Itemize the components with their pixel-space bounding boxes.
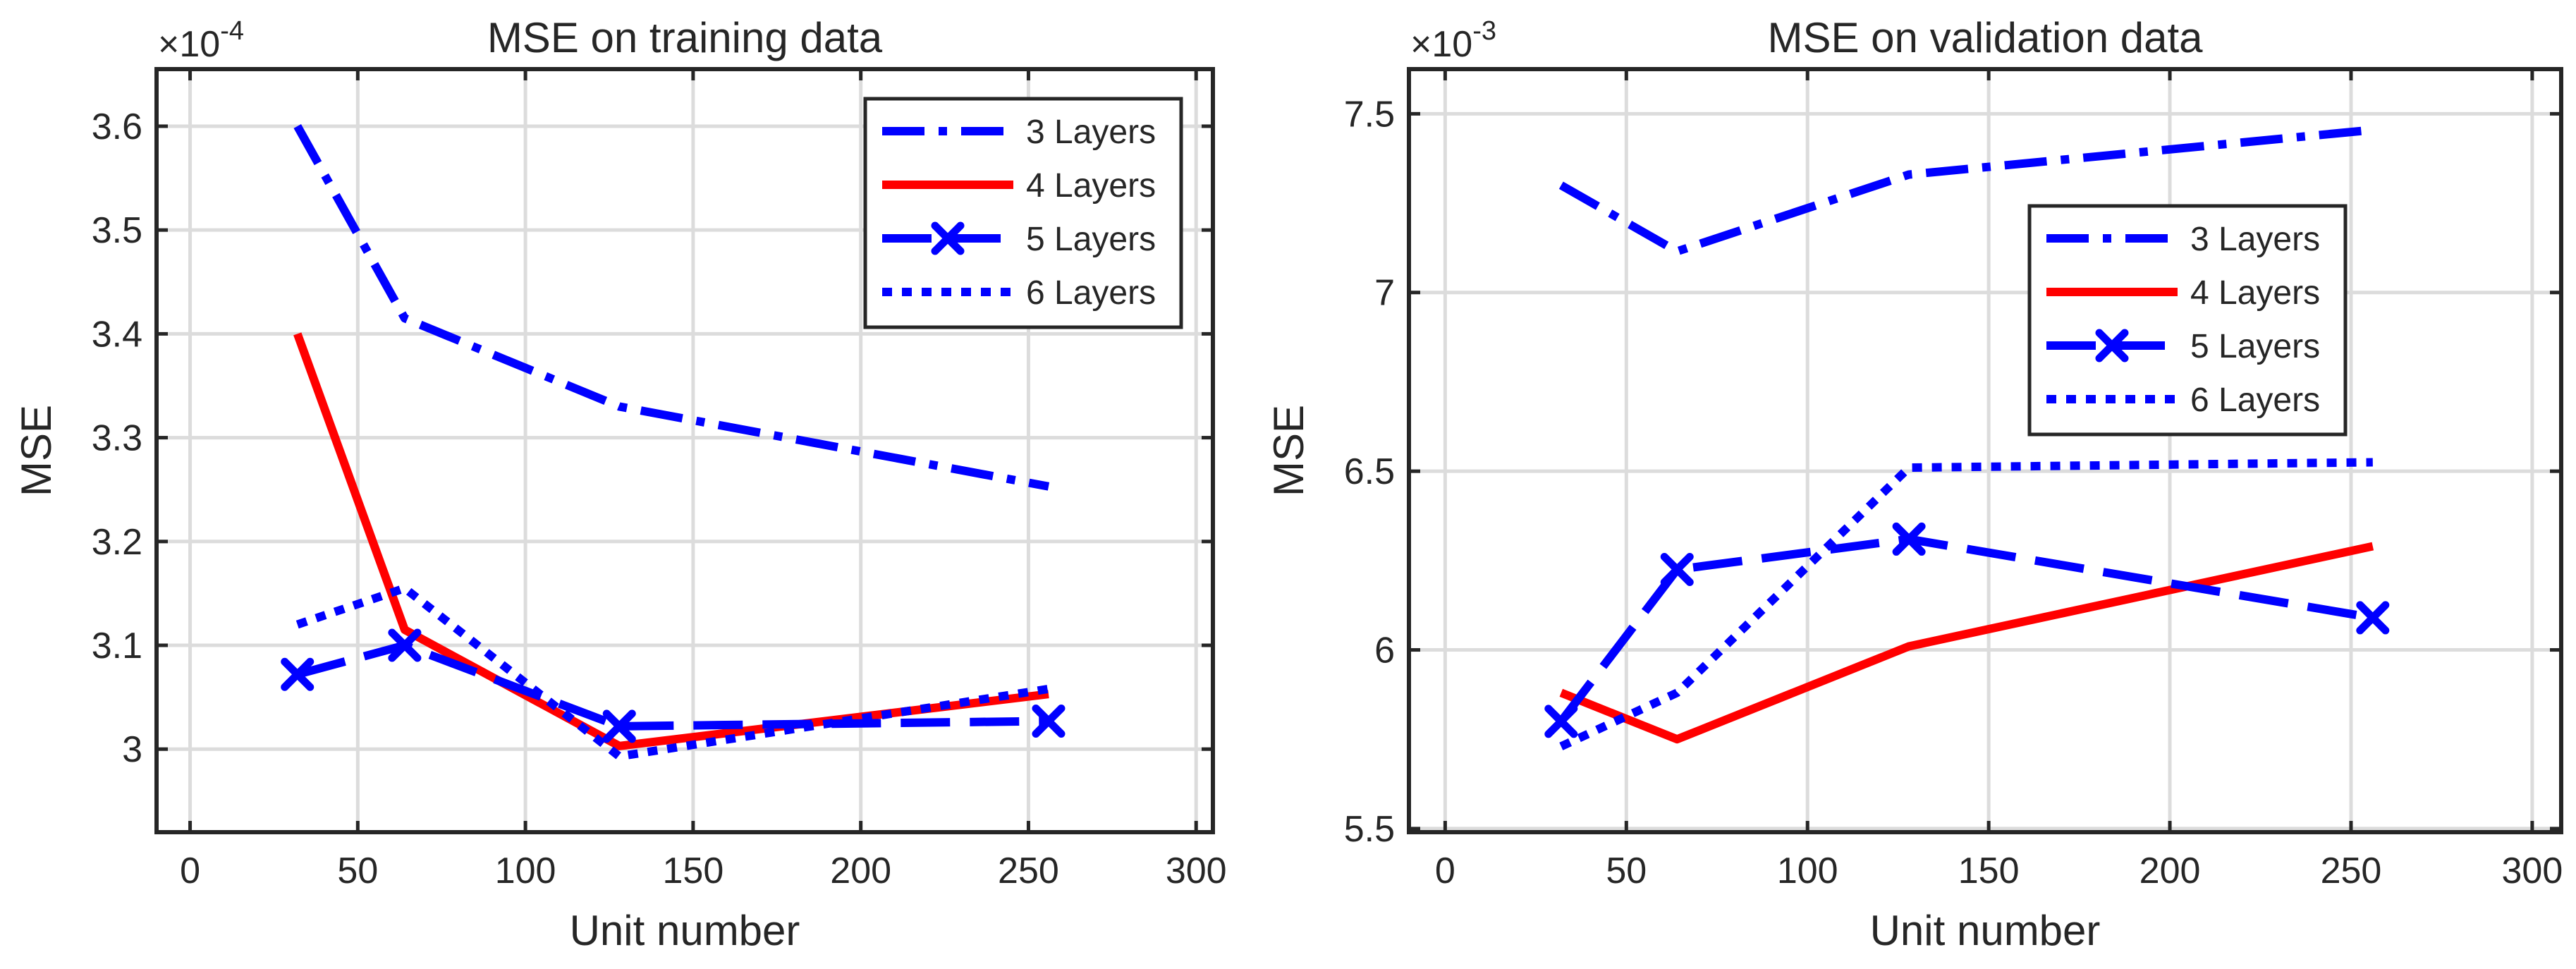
- y-tick-label: 3.5: [92, 210, 142, 251]
- y-tick-label: 3.1: [92, 626, 142, 666]
- y-tick-label: 3.6: [92, 106, 142, 147]
- legend-item: 6 Layers: [2046, 382, 2320, 419]
- legend-label: 3 Layers: [2190, 221, 2320, 258]
- x-marker-stroke: [1892, 522, 1926, 556]
- x-tick-label: 100: [495, 851, 556, 891]
- ticks: 0 50 100 150 200 250 300 5.5 6 6.5 7 7.5: [1344, 69, 2563, 891]
- legend-item: 3 Layers: [2046, 221, 2320, 258]
- validation-mse-chart: MSE on validation data 0 50 100 150 200 250 30…: [1265, 14, 2563, 954]
- x-marker-stroke: [1544, 705, 1578, 738]
- legend-frame: [863, 97, 1183, 329]
- series-line-3-layers: [293, 124, 1050, 491]
- y-axis-label: MSE: [1265, 405, 1312, 496]
- x-marker: [1032, 704, 1066, 738]
- ticks: 0 50 100 150 200 250 300 3 3.1 3.2 3.3 3.4 3.5 3.6: [92, 69, 1227, 891]
- training-mse-chart: MSE on training data 0 50 100 150 200 250 300 3…: [13, 14, 1227, 954]
- x-marker: [388, 628, 422, 662]
- grid: [157, 69, 1213, 832]
- x-marker-stroke: [931, 221, 965, 255]
- y-tick-label: 5.5: [1344, 809, 1395, 850]
- y-tick-label: 7: [1374, 273, 1395, 314]
- legend-item: 4 Layers: [2046, 274, 2320, 312]
- x-tick-label: 100: [1777, 851, 1838, 891]
- x-tick-label: 200: [2139, 851, 2201, 891]
- x-marker-stroke: [602, 709, 636, 743]
- legend: 3 Layers 4 Layers 5 Layers 6 Layers: [2027, 204, 2348, 437]
- exponent-power: -3: [1472, 16, 1496, 46]
- y-tick-label: 3.4: [92, 314, 142, 355]
- x-tick-label: 200: [830, 851, 891, 891]
- plot-area: [1409, 69, 2561, 832]
- x-tick-label: 0: [180, 851, 200, 891]
- y-tick-label: 6.5: [1344, 451, 1395, 492]
- x-tick-label: 150: [1958, 851, 2020, 891]
- legend-item: 4 Layers: [882, 167, 1156, 205]
- series-line-5-layers: [296, 641, 1049, 731]
- x-tick-label: 50: [1606, 851, 1647, 891]
- grid: [1409, 69, 2561, 832]
- x-tick-label: 150: [663, 851, 724, 891]
- x-marker-stroke: [2095, 329, 2129, 362]
- legend-label: 6 Layers: [2190, 382, 2320, 419]
- x-marker: [2095, 329, 2129, 362]
- x-tick-label: 250: [998, 851, 1059, 891]
- y-tick-label: 6: [1374, 630, 1395, 671]
- legend: 3 Layers 4 Layers 5 Layers 6 Layers: [863, 97, 1183, 329]
- series-group: [281, 124, 1066, 761]
- axes-frame: [154, 67, 1215, 834]
- legend-frame: [2027, 204, 2348, 437]
- x-marker: [281, 657, 315, 691]
- legend-label: 5 Layers: [1026, 221, 1156, 258]
- x-axis-label: Unit number: [1870, 907, 2101, 954]
- y-axis-label: MSE: [13, 405, 60, 496]
- y-tick-label: 3.2: [92, 522, 142, 563]
- exponent-base: ×10: [1410, 24, 1472, 65]
- legend-label: 4 Layers: [1026, 167, 1156, 205]
- x-marker: [1660, 553, 1694, 587]
- x-tick-label: 300: [1166, 851, 1227, 891]
- legend-label: 3 Layers: [1026, 114, 1156, 151]
- y-axis-exponent: ×10-4: [158, 16, 244, 65]
- y-axis-exponent: ×10-3: [1410, 16, 1496, 65]
- legend-item: 5 Layers: [882, 221, 1156, 258]
- x-marker-stroke: [281, 657, 315, 691]
- legend-label: 5 Layers: [2190, 328, 2320, 365]
- series-line-3-layers: [1558, 126, 2374, 256]
- legend-item: 6 Layers: [882, 274, 1156, 312]
- x-marker-stroke: [1660, 553, 1694, 587]
- x-axis-label: Unit number: [570, 907, 800, 954]
- x-marker-stroke: [2356, 601, 2390, 635]
- x-marker: [2356, 601, 2390, 635]
- legend-label: 6 Layers: [1026, 274, 1156, 312]
- x-marker-stroke: [388, 628, 422, 662]
- x-tick-label: 0: [1435, 851, 1455, 891]
- legend-label: 4 Layers: [2190, 274, 2320, 312]
- y-tick-label: 3: [122, 729, 142, 770]
- x-marker: [931, 221, 965, 255]
- series-line-5-layers: [1558, 535, 2374, 724]
- y-tick-label: 7.5: [1344, 94, 1395, 135]
- chart-title: MSE on validation data: [1767, 14, 2203, 61]
- x-marker: [1544, 705, 1578, 738]
- x-marker-stroke: [1032, 704, 1066, 738]
- y-tick-label: 3.3: [92, 418, 142, 459]
- legend-item: 5 Layers: [2046, 328, 2320, 365]
- exponent-power: -4: [220, 16, 244, 46]
- series-line-6-layers: [1559, 458, 2373, 750]
- x-tick-label: 300: [2502, 851, 2563, 891]
- series-group: [1544, 126, 2390, 750]
- legend-item: 3 Layers: [882, 114, 1156, 151]
- chart-title: MSE on training data: [487, 14, 883, 61]
- axes-frame: [1407, 67, 2563, 834]
- x-marker: [602, 709, 636, 743]
- x-tick-label: 250: [2321, 851, 2382, 891]
- x-tick-label: 50: [337, 851, 378, 891]
- exponent-base: ×10: [158, 24, 220, 65]
- x-marker: [1892, 522, 1926, 556]
